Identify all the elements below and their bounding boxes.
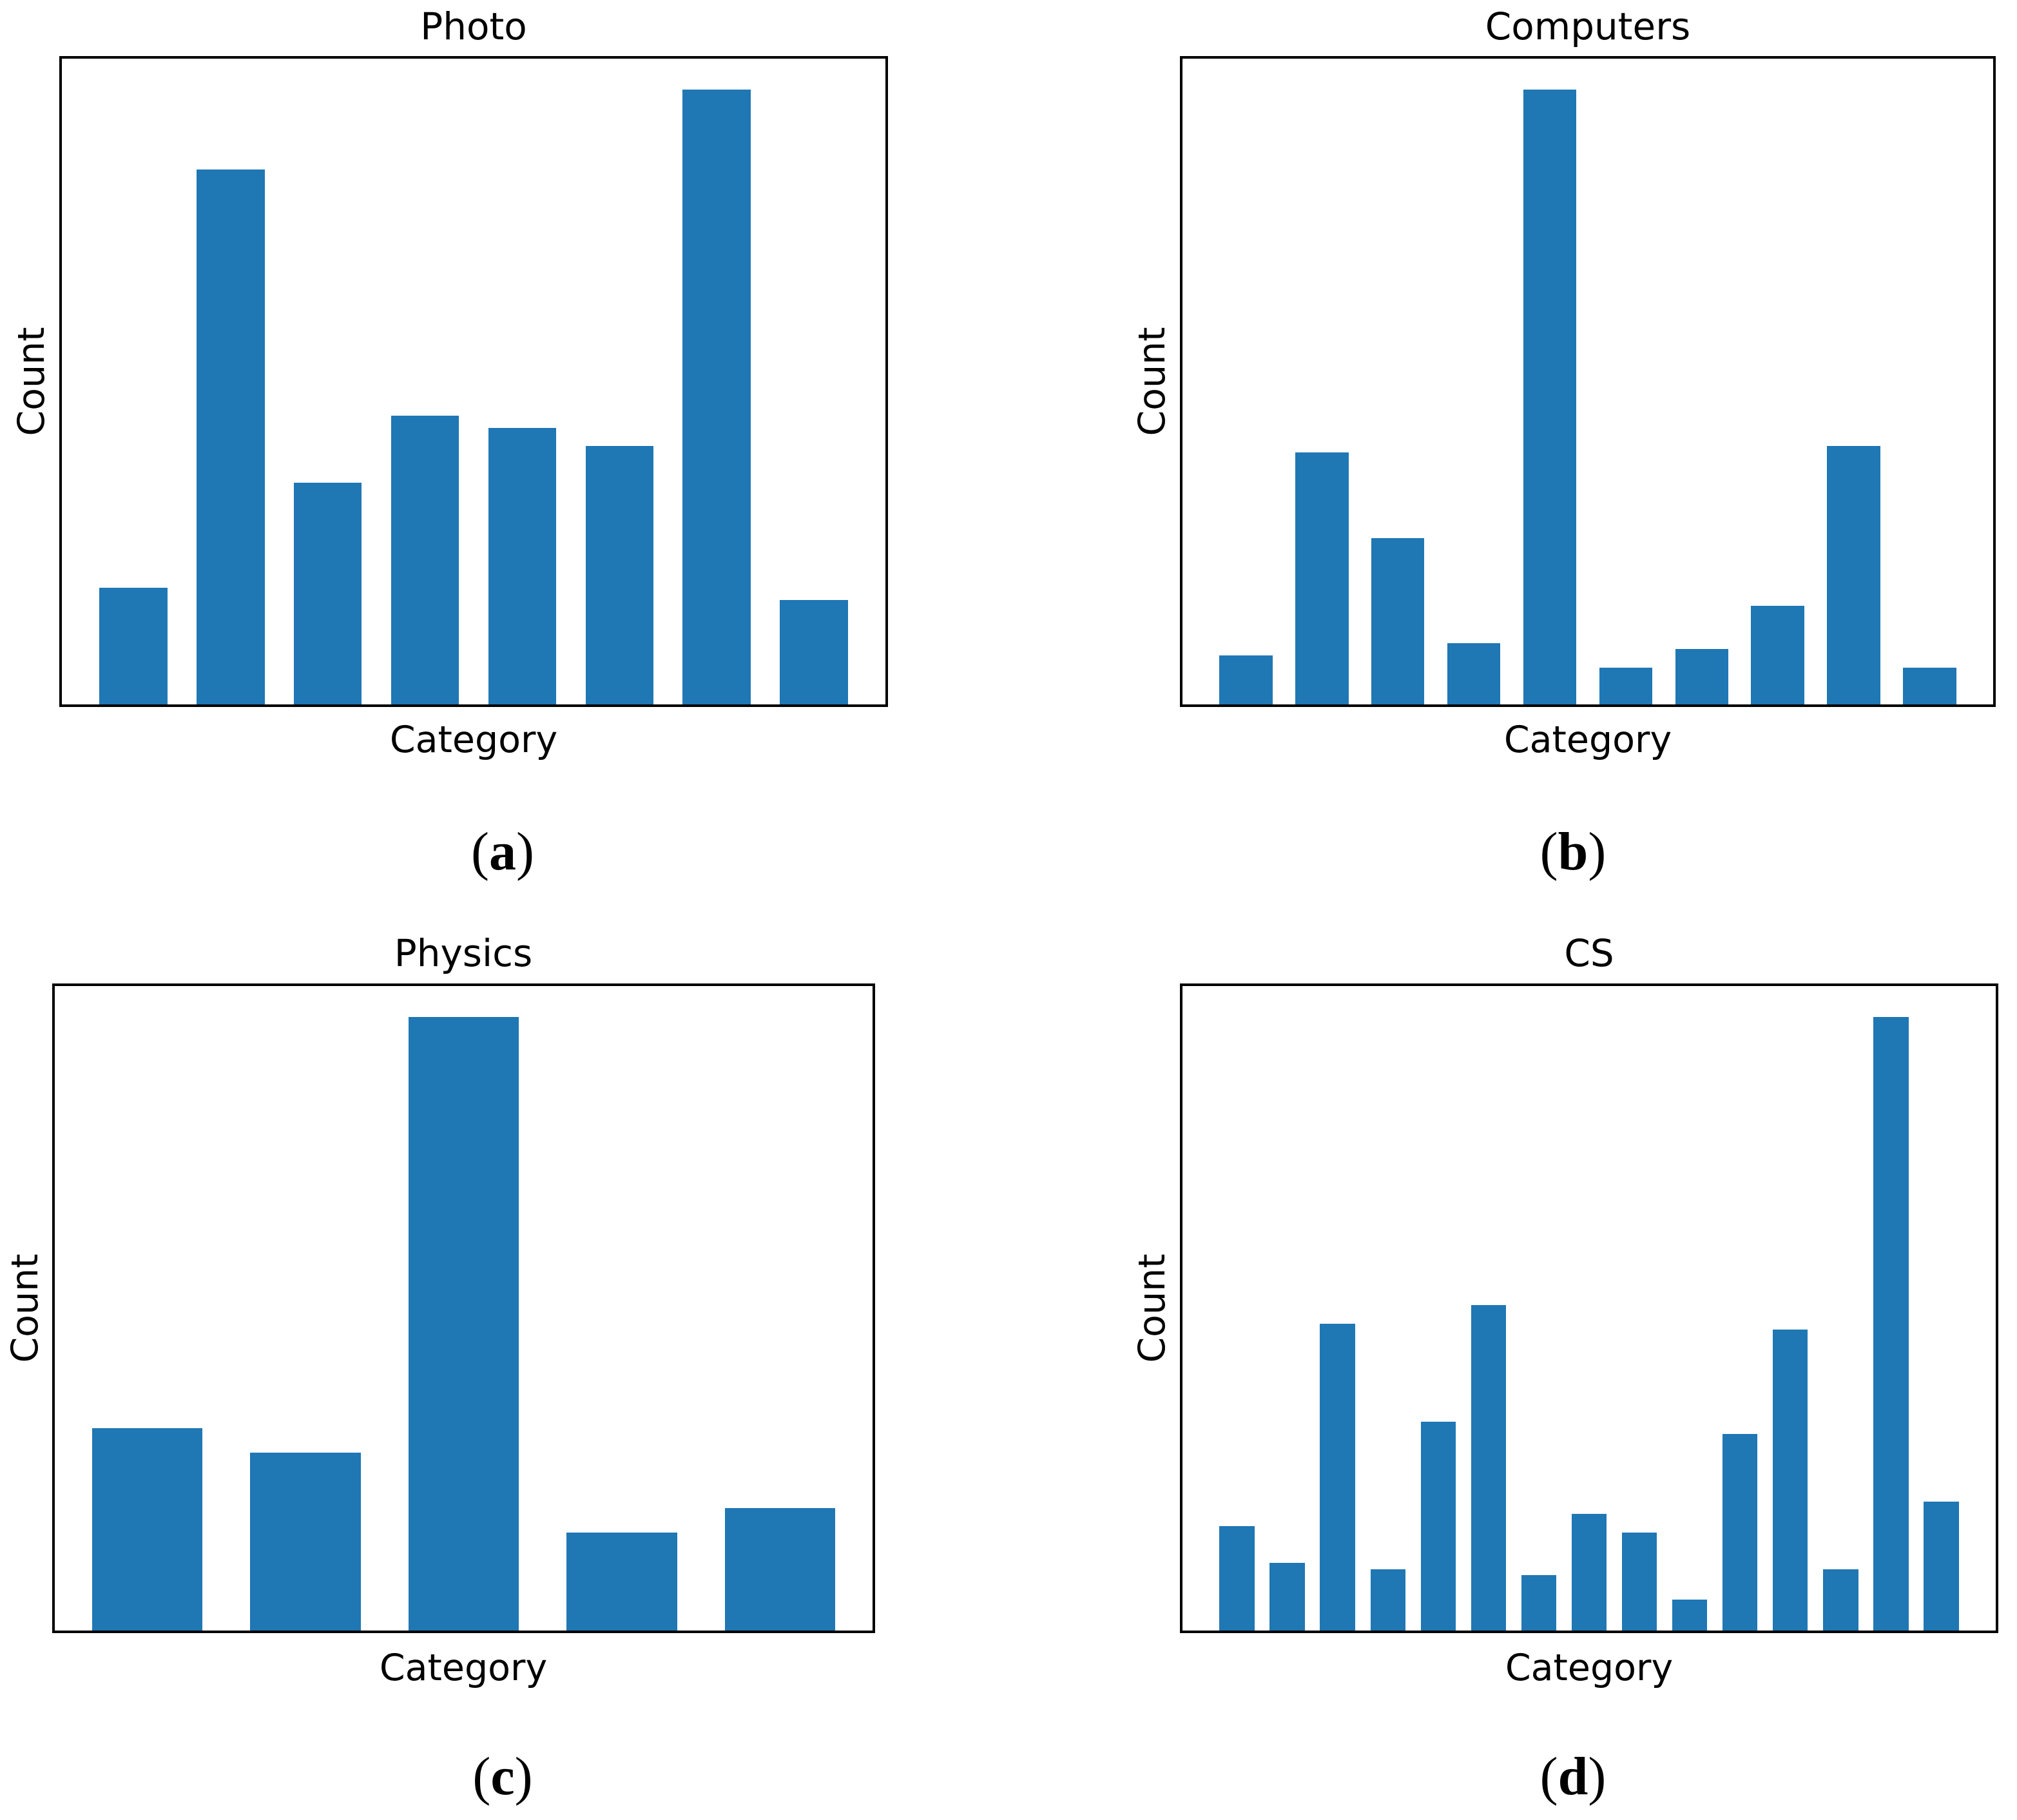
panel-d-label-letter: d (1558, 1747, 1588, 1806)
bar-c-4 (566, 1532, 677, 1631)
bar-b-1 (1219, 655, 1273, 704)
panel-a-label-open: ( (471, 822, 489, 882)
bar-d-11 (1722, 1434, 1758, 1631)
panel-b-xlabel: Category (1503, 719, 1672, 761)
bar-b-5 (1523, 89, 1577, 704)
bar-a-1 (99, 587, 168, 704)
bar-d-10 (1672, 1600, 1708, 1631)
panel-c-xlabel: Category (379, 1647, 548, 1689)
panel-b-ylabel: Count (1131, 327, 1174, 436)
bar-b-2 (1295, 452, 1349, 704)
panel-c-subfigure-label: (c) (472, 1750, 532, 1804)
bar-c-2 (250, 1452, 361, 1631)
bar-b-10 (1903, 667, 1956, 704)
panel-d-ylabel: Count (1131, 1254, 1174, 1363)
panel-c-ylabel: Count (4, 1254, 47, 1363)
bar-d-2 (1269, 1563, 1306, 1631)
bar-a-2 (196, 169, 265, 704)
panel-b-label-letter: b (1558, 822, 1588, 882)
bar-a-3 (293, 483, 362, 704)
panel-b-label-close: ) (1588, 822, 1607, 882)
bar-b-8 (1751, 606, 1804, 704)
bar-a-6 (585, 446, 654, 704)
bar-c-5 (724, 1507, 836, 1631)
bar-d-1 (1219, 1526, 1255, 1631)
panel-c-label-open: ( (472, 1747, 491, 1806)
panel-a-plot-area (59, 56, 888, 707)
panel-c-title: Physics (394, 931, 533, 975)
panel-d-label-open: ( (1539, 1747, 1558, 1806)
bar-d-3 (1320, 1323, 1356, 1631)
bar-d-8 (1571, 1514, 1607, 1631)
bar-d-12 (1772, 1330, 1808, 1631)
bar-a-5 (488, 427, 557, 704)
panel-d-title: CS (1564, 931, 1614, 975)
panel-a-label-close: ) (516, 822, 534, 882)
panel-d-label-close: ) (1588, 1747, 1607, 1806)
bar-d-14 (1873, 1016, 1909, 1631)
bar-d-15 (1924, 1502, 1959, 1631)
panel-b-subfigure-label: (b) (1540, 825, 1607, 879)
bar-b-3 (1371, 538, 1425, 704)
bar-a-7 (682, 89, 751, 704)
panel-c-plot-area (52, 983, 875, 1633)
panel-a-label-letter: a (489, 822, 516, 882)
panel-d-xlabel: Category (1505, 1647, 1674, 1689)
panel-a-subfigure-label: (a) (471, 825, 534, 879)
bar-d-7 (1521, 1575, 1557, 1631)
panel-a-title: Photo (420, 5, 527, 48)
panel-d-plot-area (1180, 983, 1998, 1633)
bar-d-6 (1471, 1305, 1507, 1631)
bar-d-5 (1420, 1422, 1456, 1631)
bar-c-3 (408, 1016, 519, 1631)
bar-d-9 (1621, 1532, 1657, 1631)
bar-a-8 (780, 599, 848, 704)
bar-a-4 (391, 415, 459, 704)
bar-b-4 (1447, 643, 1501, 704)
bar-b-6 (1599, 667, 1653, 704)
panel-b-label-open: ( (1539, 822, 1558, 882)
panel-a-ylabel: Count (10, 327, 53, 436)
bar-d-4 (1370, 1569, 1406, 1631)
panel-b-title: Computers (1485, 5, 1691, 48)
panel-b-plot-area (1180, 56, 1996, 707)
bar-d-13 (1822, 1569, 1858, 1631)
bar-b-7 (1675, 649, 1729, 704)
bar-b-9 (1827, 446, 1880, 704)
bar-c-1 (92, 1428, 203, 1631)
panel-c-label-close: ) (514, 1747, 533, 1806)
panel-a-xlabel: Category (389, 719, 558, 761)
panel-d-subfigure-label: (d) (1540, 1750, 1607, 1804)
panel-c-label-letter: c (490, 1747, 515, 1806)
